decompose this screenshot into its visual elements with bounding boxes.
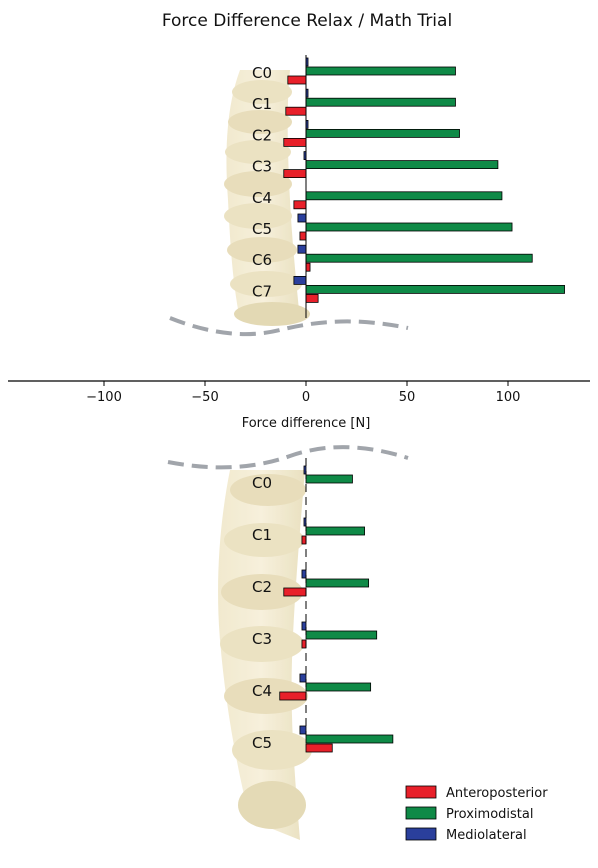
bar-lower-c4-proximodistal: [305, 682, 372, 692]
legend: Anteroposterior Proximodistal Mediolateral: [405, 785, 548, 843]
legend-label-proximodistal: Proximodistal: [446, 807, 533, 822]
bar-lower-c0-mediolateral: [303, 465, 307, 475]
level-label-upper-c3: C3: [252, 158, 272, 176]
bar-upper-c0-proximodistal: [305, 66, 456, 76]
level-label-upper-c1: C1: [252, 95, 272, 113]
bar-lower-c5-anteroposterior: [305, 743, 333, 753]
level-label-lower-c2: C2: [252, 578, 272, 596]
x-axis-label: Force difference [N]: [242, 416, 371, 431]
bar-upper-c4-proximodistal: [305, 191, 503, 201]
lower-panel-level-labels: C0 C1 C2 C3 C4 C5: [252, 474, 272, 752]
upper-panel-bars: [283, 57, 565, 303]
legend-label-anteroposterior: Anteroposterior: [446, 786, 548, 801]
bar-upper-c5-anteroposterior: [299, 231, 307, 241]
bar-upper-c5-mediolateral: [297, 213, 307, 223]
bar-lower-c3-proximodistal: [305, 630, 378, 640]
bar-lower-c2-anteroposterior: [283, 587, 307, 597]
bar-upper-c2-proximodistal: [305, 128, 460, 138]
bar-lower-c2-mediolateral: [301, 569, 307, 579]
bar-lower-c2-proximodistal: [305, 578, 370, 588]
x-axis-ticks: −100 −50 0 50 100: [86, 381, 520, 405]
bar-lower-c1-mediolateral: [303, 517, 307, 527]
level-label-upper-c4: C4: [252, 189, 272, 207]
bar-upper-c6-proximodistal: [305, 253, 533, 263]
bar-upper-c7-anteroposterior: [305, 293, 319, 303]
legend-swatch-anteroposterior: [405, 785, 437, 799]
bar-lower-c1-anteroposterior: [301, 535, 307, 545]
x-tick-label: 0: [302, 390, 310, 405]
x-tick-label: 100: [496, 390, 521, 405]
bar-upper-c2-anteroposterior: [283, 137, 307, 147]
bar-upper-c7-proximodistal: [305, 284, 565, 294]
bar-lower-c1-proximodistal: [305, 526, 365, 536]
bar-lower-c3-mediolateral: [301, 621, 307, 631]
level-label-lower-c1: C1: [252, 526, 272, 544]
chart-title: Force Difference Relax / Math Trial: [162, 11, 452, 31]
bar-lower-c0-proximodistal: [305, 474, 353, 484]
level-label-upper-c5: C5: [252, 220, 272, 238]
level-label-lower-c4: C4: [252, 682, 272, 700]
bar-lower-c4-anteroposterior: [279, 691, 307, 701]
x-tick-label: −100: [86, 390, 122, 405]
bar-upper-c0-anteroposterior: [287, 75, 307, 85]
level-label-upper-c2: C2: [252, 126, 272, 144]
bar-lower-c5-proximodistal: [305, 734, 394, 744]
bar-upper-c6-mediolateral: [297, 244, 307, 254]
upper-spine-illustration: [224, 70, 310, 326]
bar-upper-c4-anteroposterior: [293, 200, 307, 210]
level-label-lower-c3: C3: [252, 630, 272, 648]
lower-spine-illustration: [218, 470, 312, 840]
bar-upper-c7-mediolateral: [293, 275, 307, 285]
legend-label-mediolateral: Mediolateral: [446, 828, 527, 843]
x-tick-label: −50: [191, 390, 218, 405]
level-label-upper-c7: C7: [252, 282, 272, 300]
bar-upper-c3-anteroposterior: [283, 169, 307, 179]
level-label-lower-c5: C5: [252, 734, 272, 752]
upper-panel-level-labels: C0 C1 C2 C3 C4 C5 C6 C7: [252, 64, 272, 300]
bar-lower-c3-anteroposterior: [301, 639, 307, 649]
level-label-lower-c0: C0: [252, 474, 272, 492]
bar-upper-c1-proximodistal: [305, 97, 456, 107]
bar-lower-c5-mediolateral: [299, 725, 307, 735]
legend-swatch-proximodistal: [405, 806, 437, 820]
bar-upper-c5-proximodistal: [305, 222, 513, 232]
legend-swatch-mediolateral: [405, 827, 437, 841]
x-tick-label: 50: [399, 390, 416, 405]
level-label-upper-c0: C0: [252, 64, 272, 82]
bar-lower-c4-mediolateral: [299, 673, 307, 683]
upper-dashed-contour: [169, 316, 409, 337]
bar-upper-c3-proximodistal: [305, 160, 499, 170]
lower-dashed-contour: [167, 445, 409, 470]
lower-panel-bars: [279, 465, 394, 753]
bar-upper-c6-anteroposterior: [305, 262, 311, 272]
bar-upper-c1-anteroposterior: [285, 106, 307, 116]
level-label-upper-c6: C6: [252, 251, 272, 269]
